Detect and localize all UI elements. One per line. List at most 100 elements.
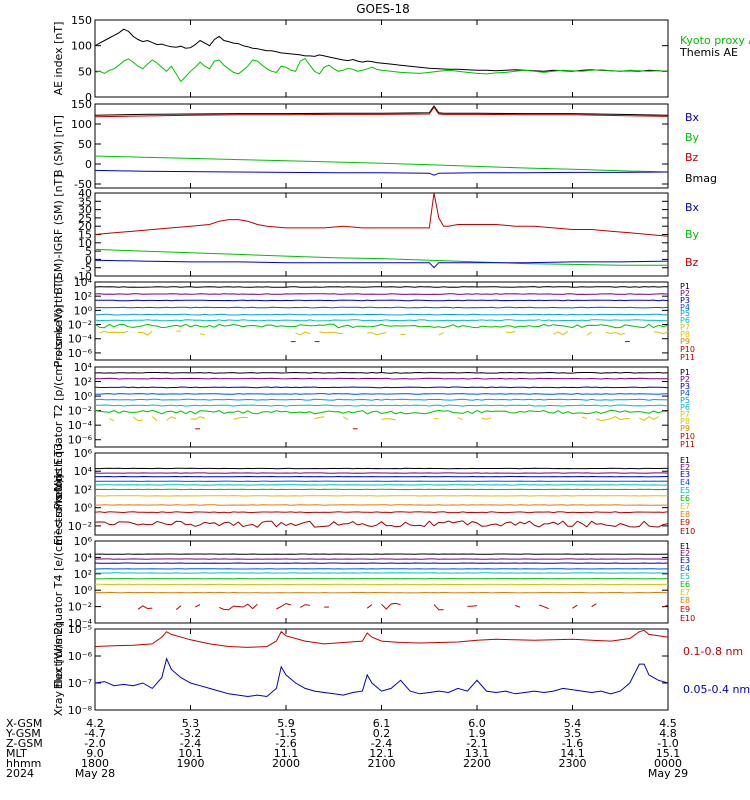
legend-entry: Bmag xyxy=(685,172,717,185)
y-tick-label: 10⁴ xyxy=(74,465,93,478)
x-axis-value: 10.1 xyxy=(178,747,203,760)
panel-e_north: 10⁻² 10⁰ 10² 10⁴ 10⁶ Electrons North T3 E1E2E3… xyxy=(52,443,695,545)
y-tick-label: 10⁻⁴ xyxy=(68,419,93,432)
y-tick-label: 10⁻⁶ xyxy=(68,650,93,663)
x-axis-value: -2.6 xyxy=(275,737,296,750)
series-line xyxy=(95,57,668,83)
series-line xyxy=(190,416,205,420)
legend-entry: P4 xyxy=(680,389,690,398)
y-tick-label: 10⁻⁷ xyxy=(68,677,92,690)
series-line xyxy=(505,331,516,334)
series-line xyxy=(95,286,668,288)
x-axis-value: 2200 xyxy=(463,757,491,770)
y-tick-label: 150 xyxy=(71,98,92,111)
x-axis-value: 13.1 xyxy=(465,747,490,760)
x-axis-value: -4.7 xyxy=(84,727,105,740)
legend-entry: Bz xyxy=(685,151,699,164)
x-axis-value: 6.0 xyxy=(468,717,486,730)
y-tick-label: 10⁴ xyxy=(74,551,93,564)
series-line xyxy=(95,629,668,648)
x-axis-row-label: hhmm xyxy=(6,757,41,770)
series-line xyxy=(433,604,444,611)
y-axis-label: Electrons Equator T4 [e/(cm²-s-sr-keV)] xyxy=(52,475,65,690)
series-line xyxy=(95,371,668,374)
y-tick-label: 10⁰ xyxy=(74,584,93,597)
y-axis-label: Xray flux [W/m2] xyxy=(52,623,65,717)
panel-frame xyxy=(94,19,669,98)
legend-entry: P4 xyxy=(680,303,690,312)
series-line xyxy=(467,605,478,607)
series-line xyxy=(95,248,668,266)
x-axis-value: -2.1 xyxy=(466,737,487,750)
legend-entry: E7 xyxy=(680,588,690,597)
x-axis-value: 2300 xyxy=(559,757,587,770)
y-tick-label: 10⁰ xyxy=(74,502,93,515)
panel-bsm: -50 0 50 100 150 B (SM) [nT] Bx By Bz Bmag xyxy=(52,98,717,191)
legend-entry: P11 xyxy=(680,353,695,362)
y-axis-label: Protons Equator T2 [p/(cm²-s-sr-keV)] xyxy=(52,304,65,509)
y-tick-label: 10⁻² xyxy=(68,520,92,533)
y-axis-label: Protons North T1 xyxy=(52,275,65,368)
legend-entry: E3 xyxy=(680,556,690,565)
legend-entry: E4 xyxy=(680,478,690,487)
series-line xyxy=(175,605,182,610)
series-line xyxy=(381,602,401,610)
y-tick-label: 10² xyxy=(74,568,92,581)
series-line xyxy=(95,105,668,116)
series-line xyxy=(653,331,668,335)
legend-entry: Bz xyxy=(685,256,699,269)
legend-entry: P10 xyxy=(680,432,695,441)
x-axis-value: -2.4 xyxy=(371,737,392,750)
y-tick-label: 10 xyxy=(78,237,92,250)
y-axis-label: AE index [nT] xyxy=(52,22,65,96)
x-axis-value: 1.9 xyxy=(468,727,486,740)
series-line xyxy=(95,591,668,594)
y-tick-label: 100 xyxy=(71,118,92,131)
series-line xyxy=(95,398,668,401)
legend-entry: P2 xyxy=(680,375,690,384)
legend-entry: E3 xyxy=(680,470,690,479)
legend-entry: E5 xyxy=(680,572,690,581)
series-line xyxy=(99,330,129,334)
legend-entry: E10 xyxy=(680,527,695,536)
series-line xyxy=(596,416,630,422)
y-tick-label: 10⁴ xyxy=(74,276,93,289)
series-line xyxy=(95,106,668,118)
y-tick-label: 10⁻² xyxy=(68,319,92,332)
panel-frame xyxy=(94,452,669,536)
series-line xyxy=(276,602,291,610)
legend-entry: E8 xyxy=(680,596,690,605)
series-group xyxy=(95,286,668,343)
series-line xyxy=(95,323,668,329)
series-line xyxy=(95,169,668,176)
y-tick-label: 10² xyxy=(74,376,92,389)
legend-entry: P3 xyxy=(680,296,690,305)
legend-entry: P6 xyxy=(680,316,690,325)
legend-entry: E10 xyxy=(680,614,695,623)
y-tick-label: 30 xyxy=(78,204,92,217)
series-line xyxy=(581,416,587,420)
x-axis-value: 12.1 xyxy=(369,747,394,760)
y-tick-label: 5 xyxy=(85,245,92,258)
series-line xyxy=(515,604,521,608)
series-line xyxy=(233,416,248,420)
series-line xyxy=(138,330,153,336)
series-line xyxy=(366,604,373,609)
x-axis-value: -2.0 xyxy=(84,737,105,750)
series-line xyxy=(295,331,311,336)
series-line xyxy=(95,386,668,389)
x-axis-value: 15.1 xyxy=(656,747,681,760)
legend-entry: 0.1-0.8 nm xyxy=(683,645,743,658)
x-axis-value: 2100 xyxy=(368,757,396,770)
y-tick-label: 0 xyxy=(85,91,92,104)
x-axis-value: 4.5 xyxy=(659,717,677,730)
y-tick-label: 10⁴ xyxy=(74,361,93,374)
series-line xyxy=(195,604,201,608)
series-group xyxy=(95,28,668,83)
series-group xyxy=(95,629,668,698)
